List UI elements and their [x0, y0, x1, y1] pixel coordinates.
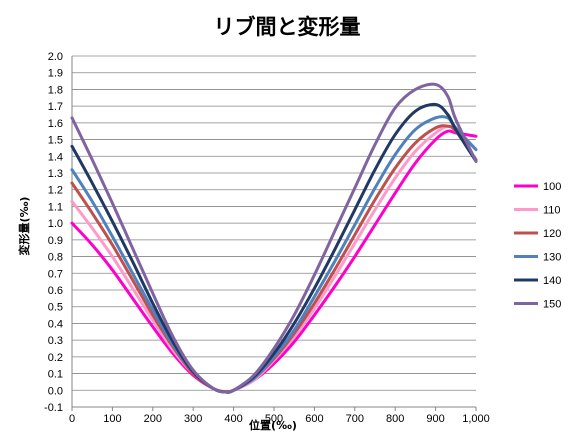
x-tick-labels: 0 100 200 300 400 500 600 700 800 900 1,000	[69, 413, 490, 425]
x-tick-label: 800	[386, 413, 404, 425]
x-tick-label: 400	[224, 413, 242, 425]
series-line-140	[70, 102, 478, 394]
y-tick-labels: -0.1 0.0 0.1 0.2 0.3 0.4 0.5 0.6 0.7 0.8 0.9 1.0 1.1…	[44, 51, 63, 414]
x-tick-label: 100	[103, 413, 121, 425]
legend-label-140: 140	[543, 275, 561, 287]
y-tick-label: 1.4	[48, 151, 63, 163]
y-tick-label: 1.9	[48, 68, 63, 80]
x-tick-label: 600	[305, 413, 323, 425]
x-tick-label: 700	[346, 413, 364, 425]
y-tick-label: 1.8	[48, 84, 63, 96]
y-axis-label: 変形量(‰)	[17, 197, 31, 256]
x-tick-label: 1,000	[462, 413, 490, 425]
y-tick-label: 1.5	[48, 135, 63, 147]
y-tick-label: 1.0	[48, 218, 63, 230]
x-tick-label: 900	[426, 413, 444, 425]
x-tick-label: 500	[265, 413, 283, 425]
legend-label-120: 120	[543, 228, 561, 240]
y-tick-label: 0.2	[48, 352, 63, 364]
y-tick-label: 0.0	[48, 385, 63, 397]
y-tick-label: 0.7	[48, 268, 63, 280]
legend-label-110: 110	[543, 205, 561, 217]
series-line-150	[70, 82, 478, 394]
y-tick-label: 0.3	[48, 335, 63, 347]
y-tick-label: 0.5	[48, 302, 63, 314]
chart-title: リブ間と変形量	[214, 15, 361, 39]
y-tick-label: -0.1	[44, 402, 63, 414]
legend-label-150: 150	[543, 299, 561, 311]
x-tick-label: 300	[184, 413, 202, 425]
y-tick-label: 0.4	[48, 318, 63, 330]
y-tick-label: 0.8	[48, 252, 63, 264]
x-tick-label: 0	[69, 413, 75, 425]
y-tick-label: 2.0	[48, 51, 63, 63]
legend-label-100: 100	[543, 181, 561, 193]
series-line-100	[70, 129, 478, 394]
y-tick-label: 1.1	[48, 201, 63, 213]
legend: 100 110 120 130 140 150	[514, 181, 561, 311]
y-tick-label: 1.3	[48, 168, 63, 180]
y-tick-label: 0.6	[48, 285, 63, 297]
y-tick-label: 1.2	[48, 185, 63, 197]
grid-lines	[72, 55, 476, 408]
axes	[71, 56, 477, 411]
y-tick-label: 0.1	[48, 369, 63, 381]
series-line-130	[70, 114, 478, 394]
series-lines	[70, 82, 478, 394]
x-tick-label: 200	[144, 413, 162, 425]
x-axis-label: 位置(‰)	[249, 418, 297, 432]
y-tick-label: 1.7	[48, 101, 63, 113]
y-tick-label: 1.6	[48, 118, 63, 130]
legend-label-130: 130	[543, 252, 561, 264]
y-tick-label: 0.9	[48, 235, 63, 247]
